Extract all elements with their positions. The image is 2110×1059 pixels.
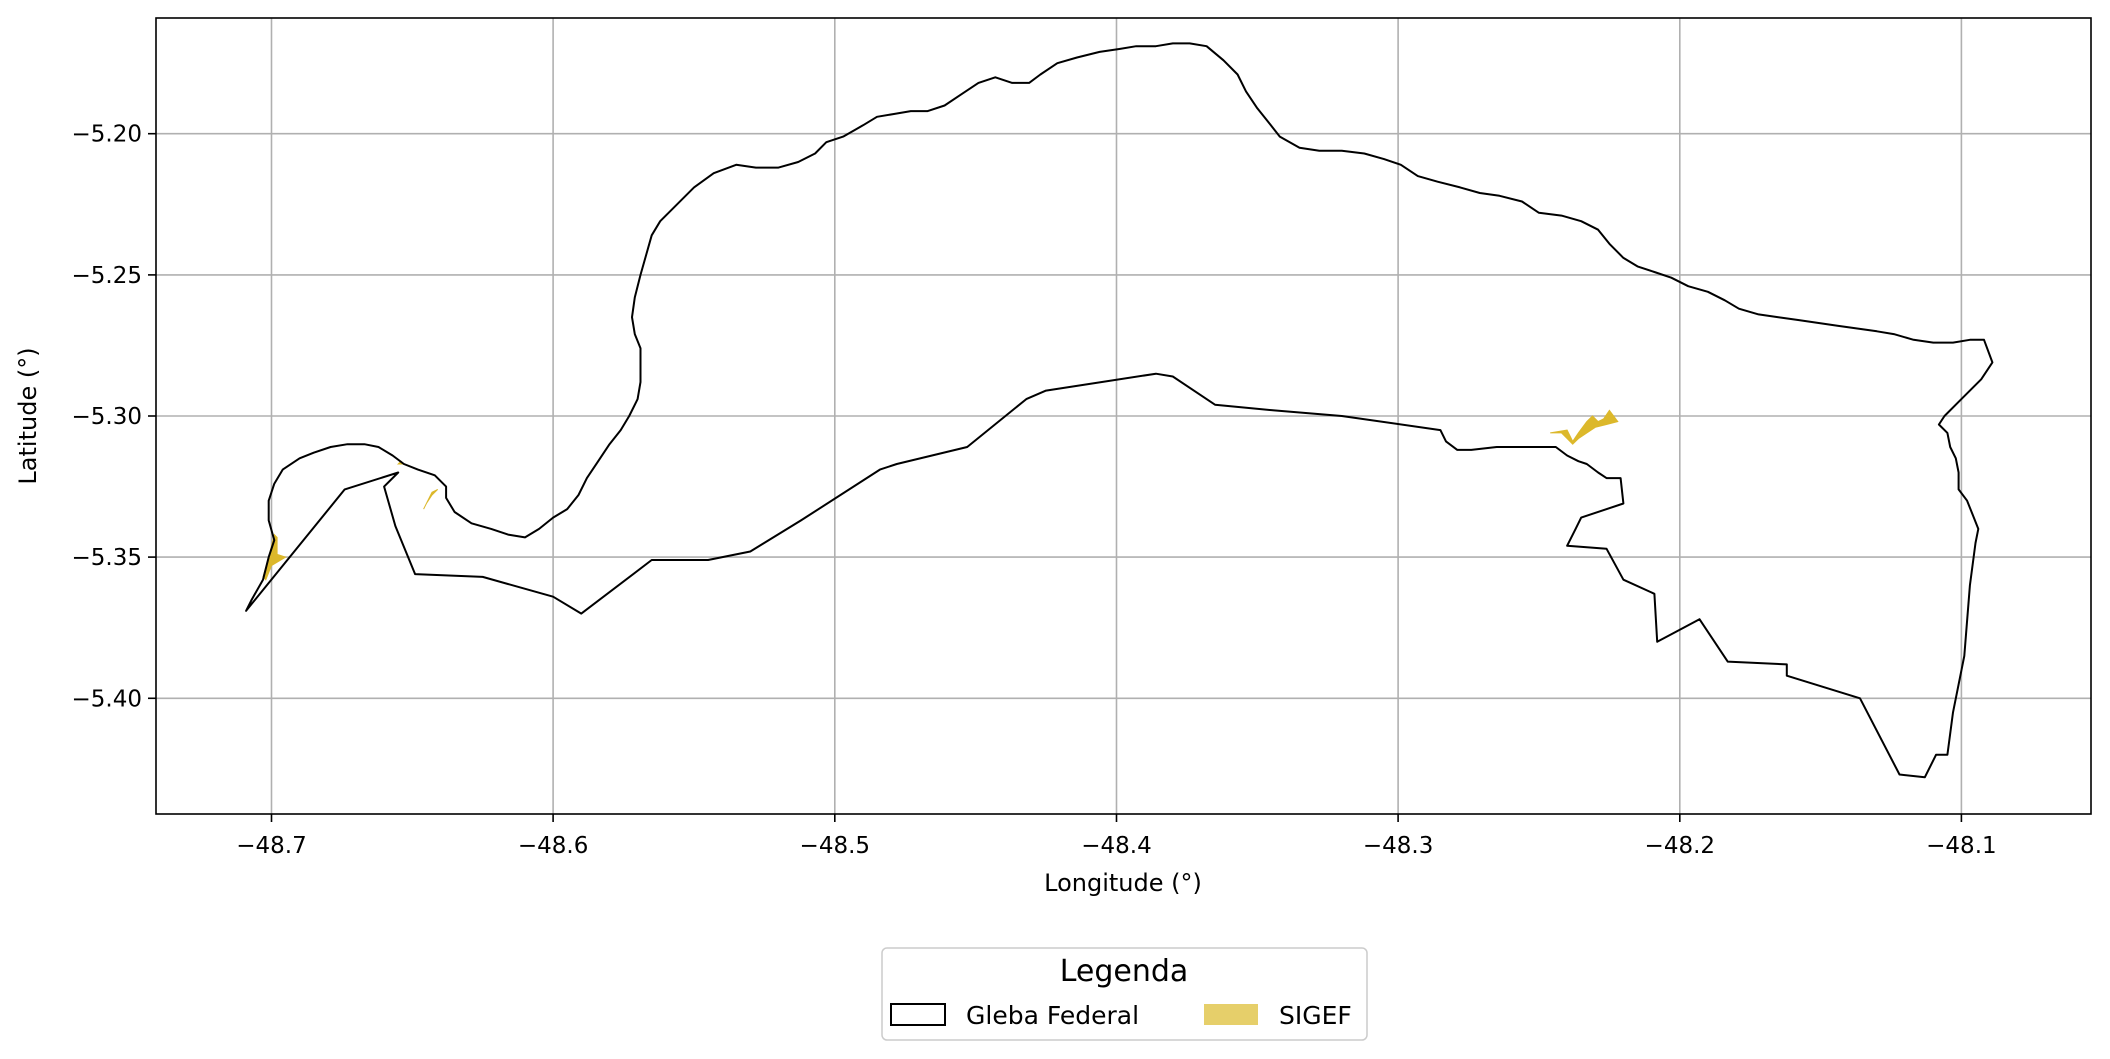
- x-axis-label: Longitude (°): [1044, 869, 1202, 897]
- y-axis-ticks: −5.20 −5.25 −5.30 −5.35 −5.40: [72, 122, 156, 712]
- y-tick-label: −5.40: [72, 686, 142, 712]
- x-tick-label: −48.5: [800, 833, 870, 859]
- x-tick-label: −48.7: [236, 833, 306, 859]
- x-tick-label: −48.3: [1363, 833, 1433, 859]
- legend-swatch-sigef: [1204, 1004, 1258, 1025]
- x-tick-label: −48.2: [1645, 833, 1715, 859]
- legend-swatch-gleba: [890, 1003, 946, 1026]
- gleba-federal-boundary: [245, 42, 1994, 779]
- map-layers: [245, 42, 1994, 779]
- y-tick-label: −5.30: [72, 404, 142, 430]
- y-tick-label: −5.20: [72, 122, 142, 148]
- x-tick-label: −48.1: [1926, 833, 1996, 859]
- sigef-parcel: [1550, 409, 1619, 445]
- x-tick-label: −48.6: [518, 833, 588, 859]
- legend-label-sigef: SIGEF: [1279, 1001, 1352, 1030]
- y-axis-label: Latitude (°): [14, 347, 42, 484]
- gridlines: [156, 18, 2091, 814]
- legend: Legenda Gleba Federal SIGEF: [881, 947, 1368, 1041]
- legend-title: Legenda: [1060, 954, 1189, 989]
- x-tick-label: −48.4: [1081, 833, 1151, 859]
- legend-label-gleba: Gleba Federal: [966, 1001, 1139, 1030]
- y-tick-label: −5.25: [72, 263, 142, 289]
- x-axis-ticks: −48.7 −48.6 −48.5 −48.4 −48.3 −48.2 −48.1: [236, 814, 1997, 859]
- sigef-parcel: [423, 488, 439, 510]
- y-tick-label: −5.35: [72, 545, 142, 571]
